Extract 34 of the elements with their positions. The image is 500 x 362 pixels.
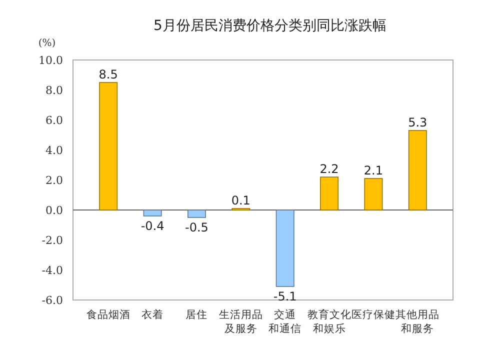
bar bbox=[99, 82, 118, 210]
y-tick-label: 10.0 bbox=[38, 54, 63, 67]
bar bbox=[143, 210, 162, 216]
data-label: -0.5 bbox=[185, 220, 208, 234]
y-tick-label: 4.0 bbox=[46, 144, 63, 157]
y-tick-label: 8.0 bbox=[46, 84, 63, 97]
x-tick-label: 居住 bbox=[186, 309, 208, 321]
y-tick-label: -2.0 bbox=[42, 234, 63, 247]
x-tick-label: 食品烟酒 bbox=[86, 308, 130, 321]
x-tick-label: 交通和通信 bbox=[268, 308, 302, 335]
x-tick-label: 生活用品及服务 bbox=[218, 308, 263, 335]
x-tick-label: 其他用品和服务 bbox=[396, 308, 440, 335]
data-label: 2.2 bbox=[320, 162, 339, 176]
y-tick-label: 0.0 bbox=[46, 204, 63, 217]
data-label: -0.4 bbox=[140, 219, 164, 233]
bar bbox=[187, 210, 206, 218]
x-tick-label: 医疗保健 bbox=[351, 308, 396, 321]
y-tick-label: -4.0 bbox=[42, 264, 63, 277]
bar bbox=[276, 210, 294, 287]
y-axis-title: (%) bbox=[38, 38, 56, 49]
data-label: 0.1 bbox=[231, 194, 250, 208]
data-label: 2.1 bbox=[364, 164, 384, 178]
chart-title: 5月份居民消费价格分类别同比涨跌幅 bbox=[154, 18, 386, 34]
data-label: 5.3 bbox=[408, 116, 428, 130]
x-tick-label: 教育文化和娱乐 bbox=[307, 308, 352, 335]
bar bbox=[320, 176, 339, 210]
bar bbox=[364, 178, 383, 210]
y-tick-label: -6.0 bbox=[42, 294, 63, 307]
data-label: -5.1 bbox=[273, 290, 297, 304]
y-tick-label: 6.0 bbox=[46, 114, 63, 127]
bar bbox=[408, 130, 427, 210]
data-label: 8.5 bbox=[98, 68, 118, 82]
y-tick-label: 2.0 bbox=[46, 174, 63, 187]
x-tick-label: 衣着 bbox=[142, 308, 164, 321]
